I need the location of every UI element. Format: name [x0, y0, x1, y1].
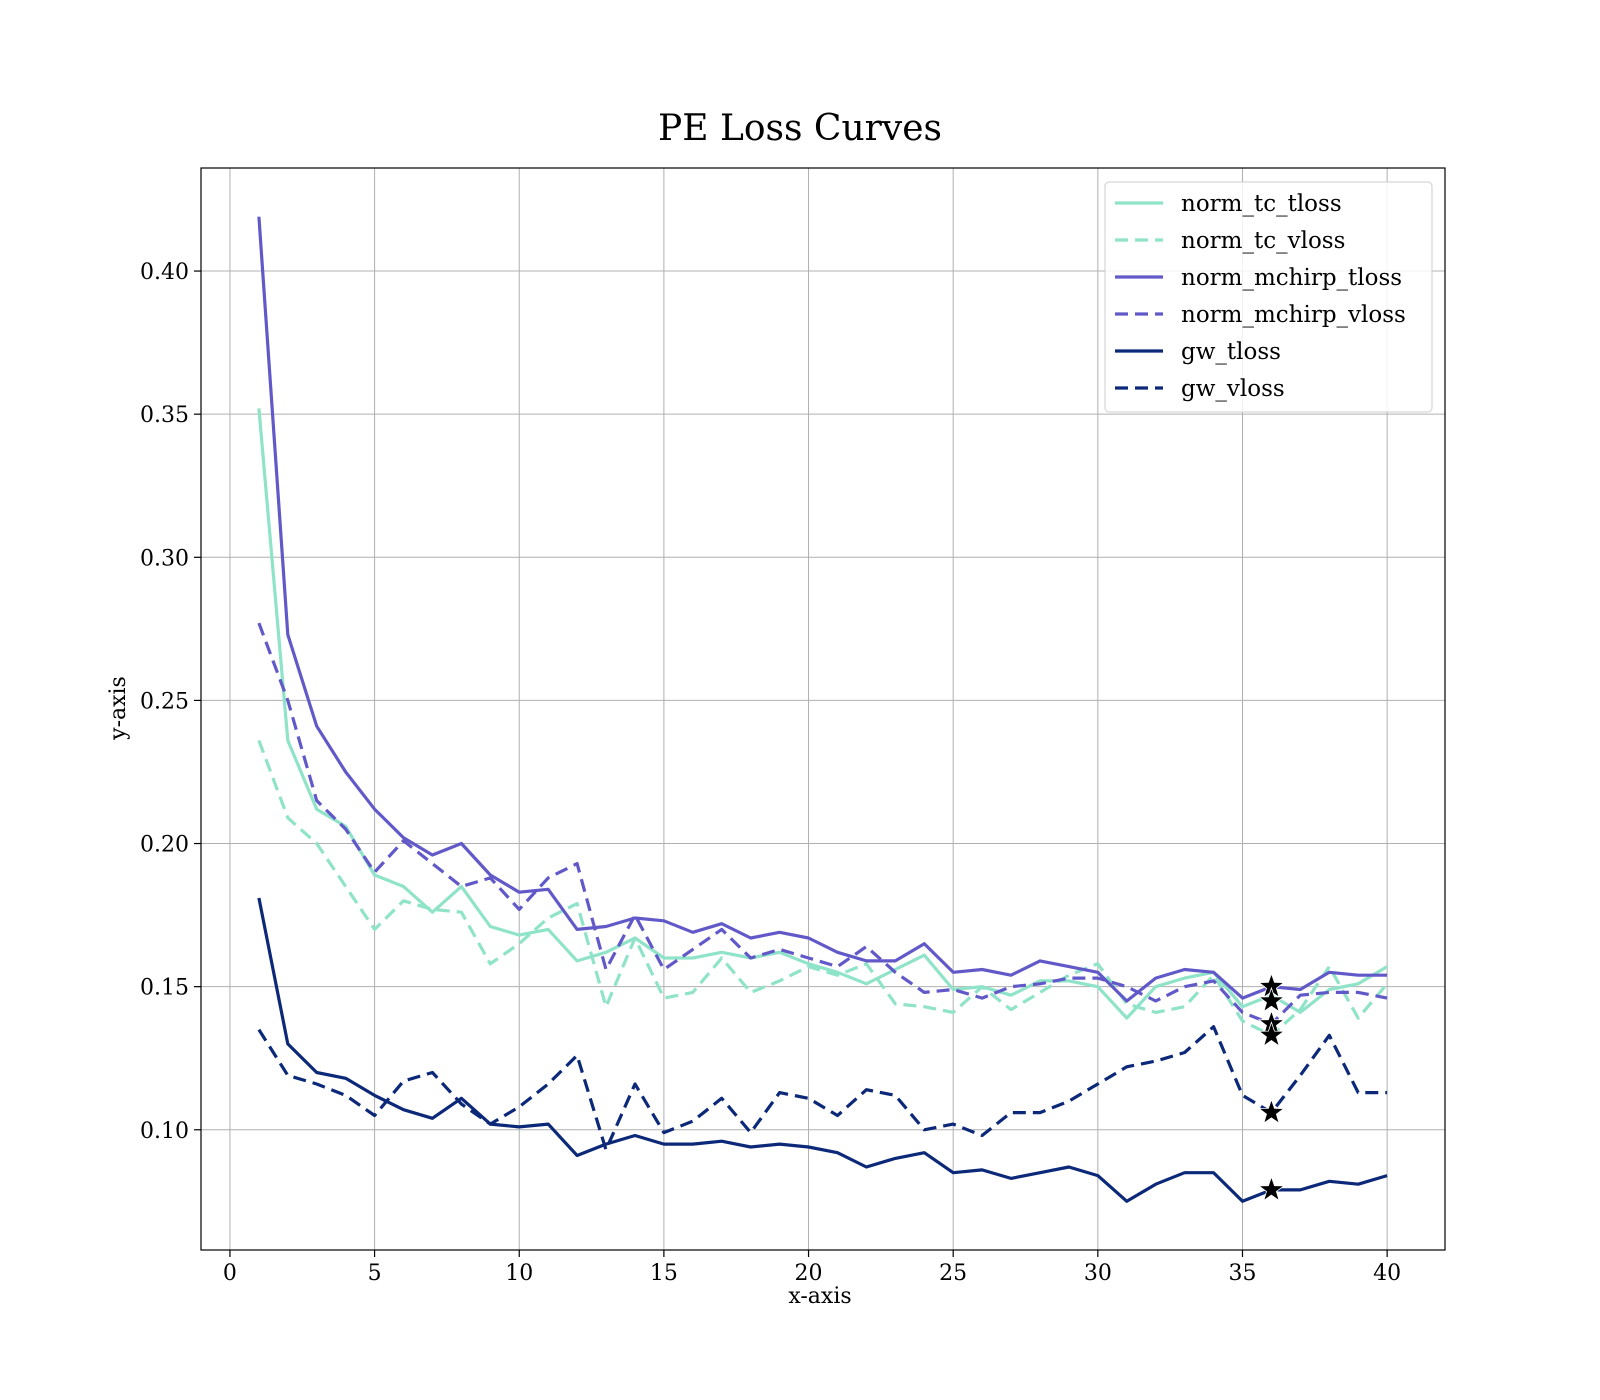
legend-label: norm_tc_tloss	[1181, 191, 1342, 217]
series-line-gw-vloss	[257, 1025, 1388, 1152]
x-axis-label: x-axis	[788, 1284, 851, 1309]
y-tick-label: 0.10	[140, 1119, 189, 1144]
x-tick-label: 5	[368, 1261, 382, 1286]
series-lines	[257, 216, 1389, 1203]
y-axis-label: y-axis	[106, 676, 131, 741]
y-tick-label: 0.20	[140, 833, 189, 858]
star-marker	[1257, 1021, 1285, 1047]
series-line-gw-tloss	[257, 897, 1388, 1203]
plot-area-frame	[200, 167, 1446, 1251]
series-line-norm-mchirp-tloss	[257, 216, 1388, 1003]
x-tick-label: 30	[1084, 1261, 1112, 1286]
star-marker	[1257, 1098, 1285, 1125]
x-tick-label: 25	[939, 1261, 967, 1286]
axis-ticks: 0 5 10 15 20 25 30 35 40 0.10 0.15 0.20 0.25 0.30 0.35…	[140, 260, 1401, 1286]
star-marker	[1257, 1175, 1285, 1202]
legend-label: gw_tloss	[1181, 339, 1281, 365]
y-tick-label: 0.35	[140, 403, 189, 428]
star-marker	[1257, 986, 1285, 1013]
legend: norm_tc_tloss norm_tc_vloss norm_mchirp_tl…	[1104, 181, 1433, 413]
x-tick-label: 40	[1373, 1261, 1401, 1286]
legend-label: norm_mchirp_tloss	[1181, 265, 1402, 291]
legend-label: norm_mchirp_vloss	[1181, 302, 1406, 328]
x-tick-label: 0	[223, 1261, 237, 1286]
y-tick-label: 0.25	[140, 689, 189, 714]
chart-title: PE Loss Curves	[658, 108, 942, 149]
legend-label: gw_vloss	[1181, 376, 1285, 402]
x-tick-label: 15	[650, 1261, 678, 1286]
x-tick-label: 20	[795, 1261, 823, 1286]
best-epoch-markers	[1257, 972, 1285, 1202]
legend-box	[1104, 181, 1433, 413]
y-tick-label: 0.40	[140, 260, 189, 285]
x-tick-label: 35	[1228, 1261, 1256, 1286]
legend-label: norm_tc_vloss	[1181, 228, 1345, 254]
series-line-norm-mchirp-vloss	[257, 622, 1388, 1026]
y-tick-label: 0.30	[140, 546, 189, 571]
series-line-norm-tc-vloss	[257, 739, 1389, 1037]
x-tick-label: 10	[505, 1261, 533, 1286]
series-line-norm-tc-tloss	[257, 408, 1388, 1020]
y-tick-label: 0.15	[140, 976, 189, 1001]
